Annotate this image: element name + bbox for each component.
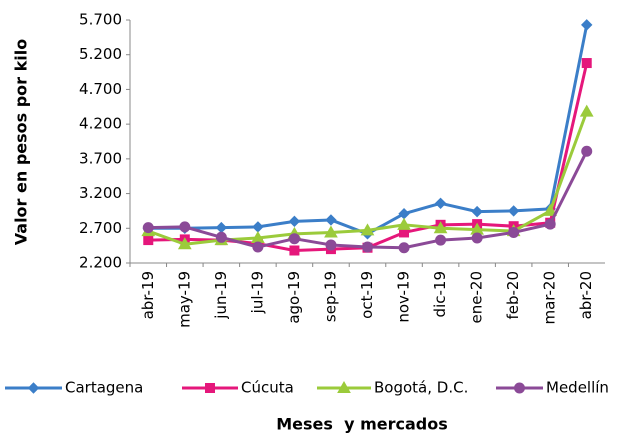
data-point [471, 232, 483, 244]
data-point [142, 222, 154, 234]
x-tick-label: jul-19 [248, 271, 266, 314]
data-point [397, 217, 411, 230]
data-point [362, 241, 373, 253]
legend-label: Cúcuta [241, 379, 294, 397]
y-tick-label: 2.700 [79, 219, 122, 237]
y-tick-label: 4.200 [79, 115, 122, 133]
data-point [177, 237, 192, 250]
x-tick-label: nov-19 [395, 271, 413, 323]
x-tick-label: abr-19 [139, 271, 157, 319]
data-point [324, 225, 338, 238]
data-point [288, 233, 300, 245]
y-tick-label: 5.200 [79, 45, 122, 63]
x-tick-label: jun-19 [212, 271, 230, 320]
data-point [398, 242, 410, 254]
x-axis-title: Meses y mercados [276, 415, 447, 434]
data-point [289, 245, 300, 256]
data-point [325, 239, 337, 251]
x-tick-label: dic-19 [431, 271, 449, 317]
x-tick-label: may-19 [175, 271, 193, 328]
data-point [433, 221, 448, 234]
series-line [148, 62, 589, 253]
legend-label: Cartagena [65, 379, 143, 397]
y-axis-title: Valor en pesos por kilo [12, 39, 31, 245]
y-tick-label: 3.200 [79, 184, 122, 202]
data-point [252, 241, 264, 253]
legend-label: Bogotá, D.C. [374, 379, 468, 397]
data-point [215, 221, 228, 234]
data-point [179, 221, 191, 233]
x-tick-label: mar-20 [541, 271, 559, 325]
data-point [215, 231, 227, 243]
data-point [544, 218, 556, 230]
legend-marker [337, 380, 351, 393]
data-point [581, 58, 592, 69]
x-tick-label: feb-20 [504, 271, 522, 320]
y-tick-label: 2.200 [79, 254, 122, 272]
data-point [507, 205, 520, 217]
x-tick-label: sep-19 [321, 271, 339, 322]
data-point [325, 214, 337, 226]
series-line [148, 24, 589, 236]
x-tick-label: oct-19 [358, 271, 376, 319]
x-tick-label: abr-20 [577, 271, 595, 319]
legend-marker [27, 382, 40, 394]
data-point [471, 205, 483, 218]
data-point [252, 221, 264, 233]
y-tick-label: 3.700 [79, 149, 122, 167]
legend-marker [205, 383, 215, 393]
y-tick-label: 4.700 [79, 80, 122, 98]
data-point [581, 145, 593, 157]
data-point [360, 223, 375, 236]
x-tick-label: ene-20 [468, 271, 486, 323]
legend-marker [514, 382, 525, 394]
data-point [579, 104, 594, 117]
x-tick-label: ago-19 [285, 271, 303, 324]
data-point [288, 215, 301, 228]
legend-label: Medellín [546, 379, 609, 397]
data-point [543, 203, 558, 216]
data-point [508, 226, 520, 238]
data-point [434, 197, 447, 209]
data-point [143, 235, 154, 246]
data-point [581, 19, 593, 31]
y-tick-label: 5.700 [79, 11, 122, 29]
data-point [435, 234, 447, 246]
